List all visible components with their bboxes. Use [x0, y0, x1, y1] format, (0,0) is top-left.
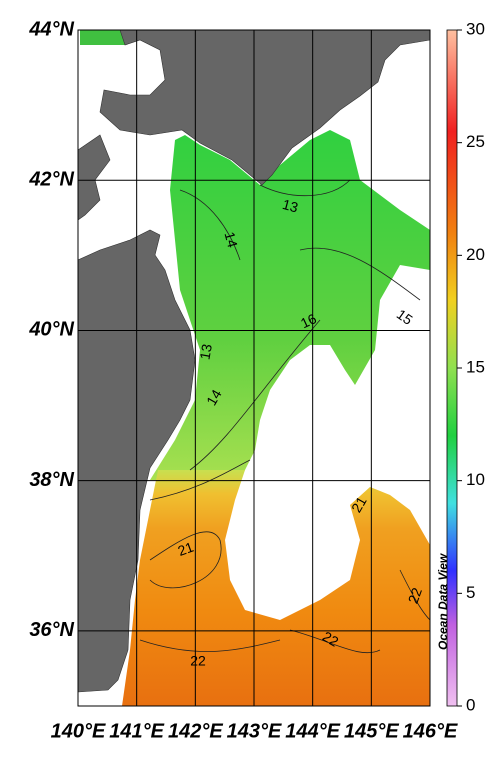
colorbar — [446, 29, 458, 707]
land-peninsula — [78, 134, 111, 221]
colorbar-label: 0 — [466, 695, 475, 714]
contour — [139, 179, 430, 654]
colorbar-label: 20 — [466, 245, 485, 264]
contour-label: 14 — [222, 230, 242, 249]
colorbar-label: 25 — [466, 132, 485, 151]
contour-label: 22 — [320, 628, 342, 650]
lat-label: 40°N — [28, 319, 74, 341]
lat-label: 42°N — [28, 169, 74, 191]
contour-label: 14 — [203, 386, 225, 408]
contour-label: 13 — [196, 343, 214, 361]
watermark: Ocean Data View — [436, 553, 450, 650]
lat-label: 44°N — [28, 18, 74, 40]
colorbar-label: 30 — [466, 19, 485, 38]
field-topleft — [80, 30, 125, 45]
colorbar-label: 5 — [466, 583, 475, 602]
colorbar-label: 10 — [466, 470, 485, 489]
lon-label: 141°E — [109, 720, 164, 742]
contour-label: 22 — [190, 653, 206, 669]
lon-label: 146°E — [403, 720, 458, 742]
lat-label: 38°N — [29, 469, 74, 491]
lon-label: 140°E — [51, 720, 106, 742]
land-hokkaido — [99, 30, 430, 186]
colorbar-label: 15 — [466, 357, 485, 376]
lat-label: 36°N — [29, 619, 74, 641]
contour-label: 22 — [405, 585, 425, 605]
lon-label: 142°E — [168, 720, 223, 742]
field-south — [122, 470, 430, 706]
lon-label: 145°E — [344, 720, 399, 742]
lon-label: 144°E — [285, 720, 340, 742]
contour-label: 21 — [348, 493, 370, 515]
contour-label: 16 — [298, 310, 319, 331]
contour-label: 13 — [281, 196, 300, 216]
contour-label: 21 — [176, 539, 196, 559]
field-north — [150, 130, 430, 480]
lon-label: 143°E — [227, 720, 282, 742]
